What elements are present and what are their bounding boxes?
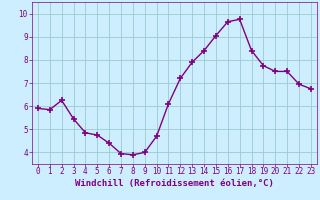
X-axis label: Windchill (Refroidissement éolien,°C): Windchill (Refroidissement éolien,°C) bbox=[75, 179, 274, 188]
